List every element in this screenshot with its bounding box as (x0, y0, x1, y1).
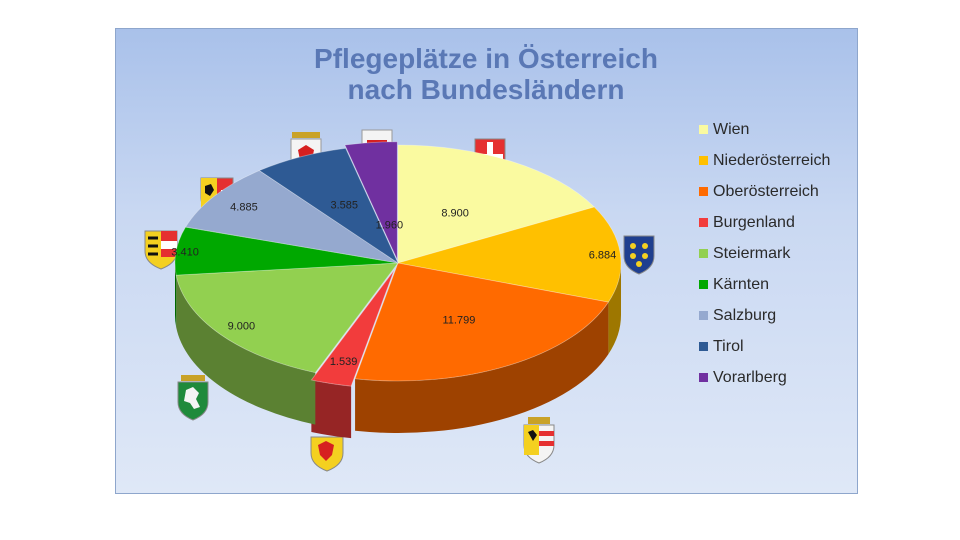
legend-label: Niederösterreich (713, 151, 831, 169)
pie-sides (175, 263, 621, 439)
legend-item-kaernten: Kärnten (699, 269, 854, 300)
legend-item-vorarlberg: Vorarlberg (699, 362, 854, 393)
legend-swatch (699, 311, 708, 320)
legend-swatch (699, 249, 708, 258)
legend-label: Tirol (713, 337, 744, 355)
legend-swatch (699, 373, 708, 382)
legend-item-steiermark: Steiermark (699, 238, 854, 269)
pie-slice-vorarlberg (344, 141, 398, 260)
legend-swatch (699, 187, 708, 196)
pie-slices (174, 141, 622, 387)
data-label-salzburg: 4.885 (230, 202, 258, 214)
legend-swatch (699, 342, 708, 351)
pie-side-kaernten (175, 263, 177, 328)
pie-side-burgenland (311, 379, 352, 439)
chart-title-line-2: nach Bundesländern (347, 74, 625, 105)
legend-item-wien: Wien (699, 114, 854, 145)
oberoesterreich-coat-of-arms-icon (523, 417, 555, 464)
data-label-wien: 8.900 (441, 207, 469, 219)
pie-data-labels: 8.900 6.884 11.799 1.539 9.000 3.410 4.885 3.58… (171, 200, 616, 368)
steiermark-coat-of-arms-icon (177, 375, 209, 421)
data-label-niederoesterreich: 6.884 (589, 249, 617, 261)
pie-slice-kaernten (174, 226, 399, 276)
legend-swatch (699, 125, 708, 134)
legend-swatch (699, 156, 708, 165)
pie-slice-tirol (258, 147, 399, 265)
burgenland-coat-of-arms-icon (310, 436, 344, 472)
pie-side-steiermark (176, 275, 316, 425)
pie-slice-niederoesterreich (397, 206, 622, 303)
legend-label: Kärnten (713, 275, 770, 293)
legend-label: Burgenland (713, 213, 795, 231)
legend-item-niederoesterreich: Niederösterreich (699, 145, 854, 176)
chart-title: Pflegeplätze in Österreich nach Bundeslä… (286, 43, 686, 105)
data-label-tirol: 3.585 (330, 200, 358, 212)
legend-label: Steiermark (713, 244, 791, 262)
pie-slice-burgenland (310, 270, 395, 387)
pie-side-oberoesterreich (355, 302, 609, 433)
legend-item-oberoesterreich: Oberösterreich (699, 176, 854, 207)
data-label-steiermark: 9.000 (228, 321, 256, 333)
kaernten-coat-of-arms-icon (144, 230, 178, 270)
legend-label: Salzburg (713, 306, 777, 324)
data-label-vorarlberg: 1.960 (376, 220, 404, 232)
pie-slice-wien (397, 144, 596, 264)
legend-label: Wien (713, 120, 750, 138)
pie-slice-salzburg (184, 170, 399, 264)
chart-title-line-1: Pflegeplätze in Österreich (314, 43, 658, 74)
data-label-oberoesterreich: 11.799 (442, 314, 475, 326)
legend-swatch (699, 218, 708, 227)
chart-legend: Wien Niederösterreich Oberösterreich Bur… (699, 114, 854, 393)
legend-item-salzburg: Salzburg (699, 300, 854, 331)
pie-slice-steiermark (175, 262, 399, 374)
legend-label: Oberösterreich (713, 182, 819, 200)
data-label-burgenland: 1.539 (330, 356, 358, 368)
legend-label: Vorarlberg (713, 368, 787, 386)
legend-item-tirol: Tirol (699, 331, 854, 362)
pie-side-niederoesterreich (608, 263, 621, 355)
niederoesterreich-coat-of-arms-icon (623, 235, 655, 275)
data-label-kaernten: 3.410 (171, 246, 199, 258)
legend-swatch (699, 280, 708, 289)
pie-slice-oberoesterreich (354, 262, 610, 382)
legend-item-burgenland: Burgenland (699, 207, 854, 238)
